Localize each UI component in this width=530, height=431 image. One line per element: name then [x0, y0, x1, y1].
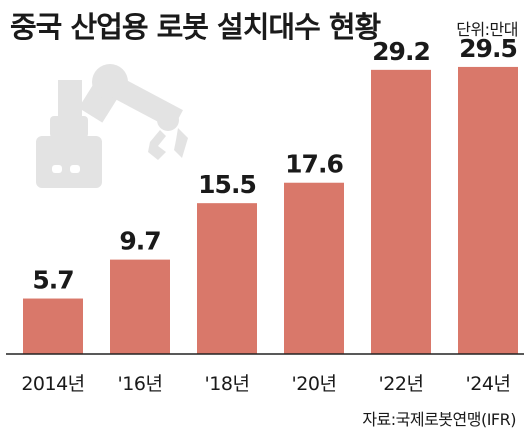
value-label-5: 29.5 [459, 34, 517, 63]
bar-0 [23, 298, 83, 354]
value-label-3: 17.6 [285, 150, 343, 179]
bar-3 [284, 182, 344, 354]
category-label-2: '18년 [205, 373, 250, 395]
bars-group [23, 66, 518, 354]
chart-title: 중국 산업용 로봇 설치대수 현황 [10, 10, 381, 44]
category-label-3: '20년 [292, 373, 337, 395]
source-note: 자료:국제로봇연맹(IFR) [362, 410, 516, 429]
category-label-4: '22년 [379, 373, 424, 395]
unit-label: 단위:만대 [456, 20, 518, 39]
robot-arm-icon [36, 64, 188, 188]
value-label-4: 29.2 [372, 37, 430, 66]
bar-5 [458, 66, 518, 354]
bar-4 [371, 69, 431, 354]
category-label-0: 2014년 [21, 373, 84, 395]
value-label-2: 15.5 [198, 170, 256, 199]
category-label-1: '16년 [118, 373, 163, 395]
category-label-5: '24년 [466, 373, 511, 395]
value-label-1: 9.7 [119, 227, 160, 256]
bar-2 [197, 203, 257, 354]
value-label-0: 5.7 [32, 266, 73, 295]
bar-1 [110, 259, 170, 354]
labels-group: 5.7 2014년 9.7 '16년 15.5 '18년 17.6 '20년 29.2 '22년 2… [21, 34, 518, 395]
